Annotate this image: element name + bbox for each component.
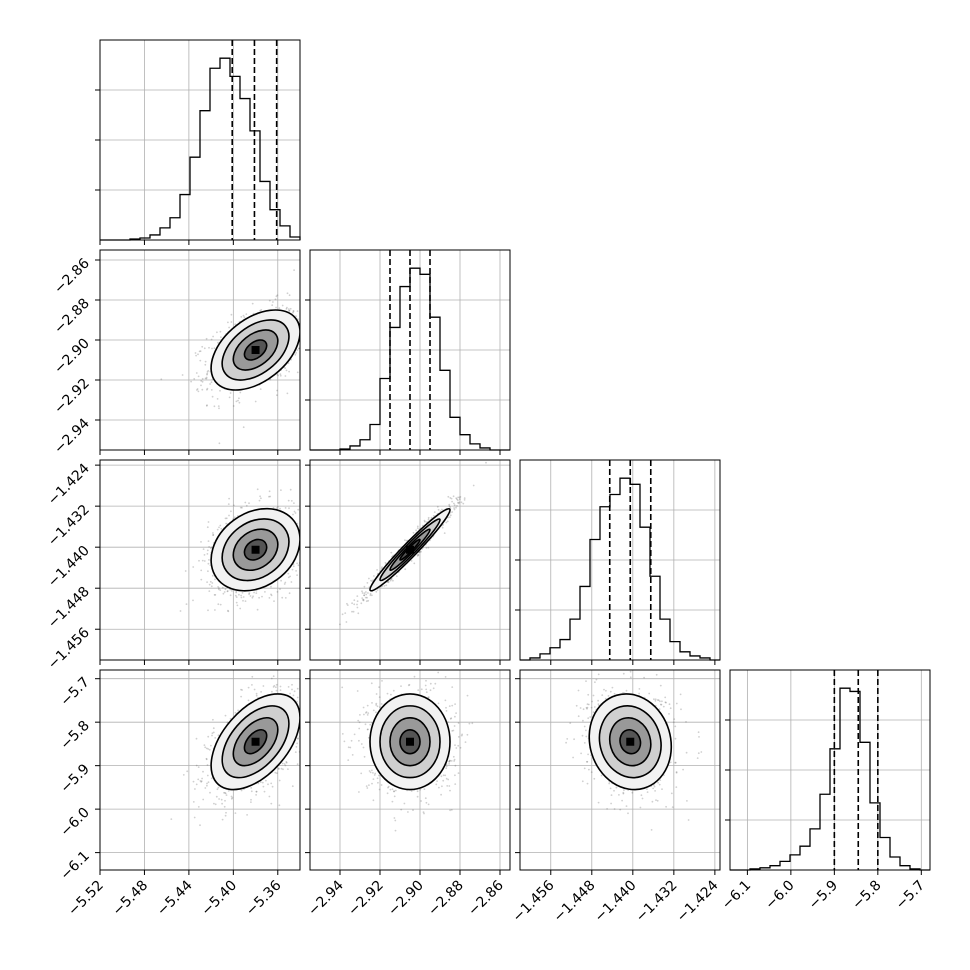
x-tick-label-0-2: −5.44 [154,877,196,919]
x-tick-label-1-3: −2.88 [425,878,467,920]
histogram-steps-3 [730,687,930,871]
y-tick-label-2-3: −1.432 [45,502,93,550]
y-tick-label-2-4: −1.424 [45,461,93,509]
y-tick-label-2-0: −1.456 [45,625,93,673]
x-tick-label-2-0: −1.456 [510,877,558,925]
y-axis-1: −2.94−2.92−2.90−2.88−2.86 [51,255,100,457]
x-tick-label-2-2: −1.440 [592,878,640,926]
scatter-panel-3-2 [519,669,721,871]
y-tick-label-3-4: −5.7 [57,674,92,709]
density-peak-3-2 [626,737,635,746]
y-tick-label-1-2: −2.90 [51,336,93,378]
contour-lines-3-0 [210,693,300,791]
x-tick-label-3-2: −5.9 [806,878,841,913]
x-tick-label-3-3: −5.8 [849,878,884,913]
contour-lines-2-0 [210,507,300,592]
density-peak-3-0 [251,737,260,746]
contour-lines-3-2 [588,693,673,791]
x-tick-label-1-1: −2.92 [345,878,387,920]
histogram-panel-0 [95,39,301,241]
y-tick-label-3-3: −5.8 [57,718,92,753]
x-tick-label-3-4: −5.7 [893,878,928,913]
scatter-frame-3-2 [519,669,721,871]
x-tick-label-2-4: −1.424 [674,877,722,925]
histogram-steps-0 [100,57,301,241]
histogram-panel-3 [725,669,931,871]
density-peak-3-1 [406,737,414,746]
y-tick-label-3-2: −5.9 [57,761,92,796]
y-tick-label-2-1: −1.448 [45,584,93,632]
x-tick-label-2-1: −1.448 [551,878,599,926]
contour-lines-1-0 [210,309,300,391]
y-tick-label-3-0: −6.1 [57,848,92,883]
scatter-panel-2-1 [309,459,511,661]
density-peak-1-0 [251,346,260,354]
x-axis-3: −6.1 −6.0 −5.9 −5.8 −5.7 [719,870,928,913]
histogram-panel-2 [515,459,721,661]
y-tick-label-1-4: −2.86 [51,255,93,297]
x-tick-label-0-1: −5.48 [110,878,152,920]
density-peak-2-0 [251,545,260,554]
scatter-panel-3-0 [99,669,301,871]
histogram-steps-2 [520,477,720,661]
scatter-frame-2-1 [309,459,511,661]
scatter-panel-1-0 [99,249,301,451]
scatter-frame-2-0 [99,459,301,661]
x-tick-label-1-2: −2.90 [385,878,427,920]
histogram-frame-0 [99,39,301,241]
x-tick-label-3-0: −6.1 [719,878,754,913]
y-tick-label-1-0: −2.94 [51,415,93,457]
x-tick-label-2-3: −1.432 [633,878,681,926]
y-tick-label-3-1: −6.0 [57,805,92,840]
x-tick-label-0-4: −5.36 [243,877,285,919]
x-tick-label-1-4: −2.86 [465,877,507,919]
y-tick-label-1-3: −2.88 [51,296,93,338]
scatter-frame-3-0 [99,669,301,871]
scatter-panel-2-0 [99,459,301,661]
histogram-frame-2 [519,459,721,661]
scatter-frame-3-1 [309,669,511,871]
histogram-frame-1 [309,249,511,451]
y-tick-label-1-1: −2.92 [51,376,93,418]
scatter-panel-3-1 [309,669,511,871]
x-tick-label-0-3: −5.40 [199,878,241,920]
histogram-frame-3 [729,669,931,871]
x-tick-label-1-0: −2.94 [305,877,347,919]
density-peak-2-1 [406,545,414,554]
x-tick-label-3-1: −6.0 [762,878,797,913]
x-tick-label-0-0: −5.52 [65,878,107,920]
y-tick-label-2-2: −1.440 [45,543,93,591]
histogram-panel-1 [305,249,511,451]
scatter-frame-1-0 [99,249,301,451]
x-axis-1: −2.94−2.92−2.90−2.88−2.86 [305,450,507,919]
contour-lines-3-1 [369,693,451,791]
